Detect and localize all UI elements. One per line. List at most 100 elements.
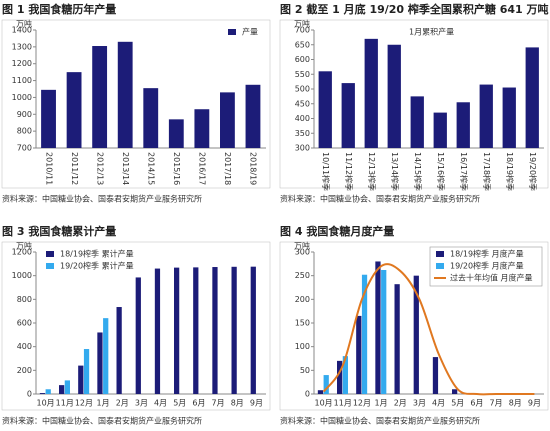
x-tick-label: 6月 — [470, 399, 483, 408]
bar — [342, 356, 348, 394]
x-tick-label: 11月 — [334, 399, 352, 408]
y-tick-label: 900 — [17, 110, 32, 119]
plot-frame — [1, 241, 271, 411]
x-tick-label: 10月 — [314, 399, 332, 408]
bar — [502, 87, 516, 148]
x-tick-label: 2015/16 — [172, 152, 181, 185]
bar — [143, 88, 159, 148]
x-tick-label: 2012/13 — [95, 152, 104, 185]
bar — [250, 266, 256, 394]
bar — [78, 365, 84, 394]
legend-label: 过去十年均值 月度产量 — [450, 273, 533, 283]
bar — [318, 71, 332, 148]
bar — [194, 109, 210, 148]
bar — [452, 389, 458, 394]
bar — [117, 41, 133, 148]
bar — [456, 102, 470, 148]
y-tick-label: 0 — [305, 390, 310, 399]
y-tick-label: 1000 — [12, 271, 32, 280]
bar — [97, 332, 103, 394]
unit-label: 万吨 — [294, 19, 310, 29]
y-tick-label: 450 — [295, 99, 310, 108]
bar — [135, 277, 141, 394]
bar — [168, 119, 184, 148]
y-tick-label: 1400 — [12, 26, 32, 35]
bar — [361, 274, 368, 394]
x-tick-label: 10月 — [36, 399, 54, 408]
bar — [433, 112, 447, 148]
figure-source: 资料来源：中国糖业协会、国泰君安期货产业服务研究所 — [280, 194, 480, 204]
bar — [387, 44, 401, 148]
legend-swatch — [436, 251, 444, 257]
bar — [174, 267, 180, 394]
unit-label: 万吨 — [16, 241, 32, 251]
x-tick-label: 2010/11 — [44, 152, 53, 185]
bar — [231, 266, 237, 394]
y-tick-label: 300 — [295, 248, 310, 257]
bar — [59, 385, 65, 394]
bar — [245, 84, 261, 148]
bar — [212, 267, 218, 394]
y-tick-label: 500 — [295, 85, 310, 94]
x-tick-label: 1月 — [375, 399, 388, 408]
figure-caption: 图 2 截至 1 月底 19/20 榨季全国累积产糖 641 万吨 — [280, 2, 549, 16]
y-tick-label: 100 — [295, 342, 310, 351]
y-tick-label: 1300 — [12, 42, 32, 51]
bar — [116, 307, 122, 394]
x-tick-label: 2月 — [394, 399, 407, 408]
y-tick-label: 700 — [295, 26, 310, 35]
legend-swatch — [46, 251, 54, 257]
x-tick-label: 4月 — [154, 399, 167, 408]
bar — [410, 96, 424, 148]
x-tick-label: 19/20榨季 — [528, 152, 538, 191]
unit-label: 万吨 — [16, 19, 32, 29]
y-tick-label: 0 — [27, 390, 32, 399]
y-tick-label: 50 — [300, 366, 310, 375]
bar — [45, 389, 51, 394]
figure-source: 资料来源：中国糖业协会、国泰君安期货产业服务研究所 — [280, 416, 480, 426]
y-tick-label: 1200 — [12, 248, 32, 257]
figure-source: 资料来源：中国糖业协会、国泰君安期货产业服务研究所 — [2, 416, 202, 426]
figure-caption: 图 3 我国食糖累计产量 — [2, 224, 116, 238]
y-tick-label: 250 — [295, 271, 310, 280]
bar — [394, 284, 400, 394]
y-tick-label: 600 — [17, 319, 32, 328]
x-tick-label: 16/17榨季 — [459, 152, 469, 191]
figure: 图 2 截至 1 月底 19/20 榨季全国累积产糖 641 万吨资料来源：中国… — [279, 2, 549, 204]
bar — [337, 360, 343, 394]
x-tick-label: 2018/19 — [249, 152, 258, 185]
x-tick-label: 1月 — [97, 399, 110, 408]
y-tick-label: 200 — [17, 366, 32, 375]
legend-swatch — [436, 263, 444, 269]
x-tick-label: 5月 — [451, 399, 464, 408]
figure-caption: 图 4 我国食糖月度产量 — [280, 224, 394, 238]
x-tick-label: 9月 — [528, 399, 541, 408]
plot-frame — [279, 241, 549, 411]
bar — [381, 269, 387, 394]
y-tick-label: 550 — [295, 70, 310, 79]
legend-label: 19/20榨季 累计产量 — [60, 261, 134, 271]
y-tick-label: 800 — [17, 295, 32, 304]
y-tick-label: 800 — [17, 127, 32, 136]
figure-caption: 图 1 我国食糖历年产量 — [2, 2, 116, 16]
x-tick-label: 17/18榨季 — [482, 152, 492, 191]
bar — [103, 318, 109, 394]
bar — [317, 390, 324, 394]
y-tick-label: 1000 — [12, 93, 32, 102]
x-tick-label: 3月 — [413, 399, 426, 408]
x-tick-label: 12月 — [353, 399, 371, 408]
bar — [41, 89, 56, 148]
x-tick-label: 2017/18 — [223, 152, 232, 185]
x-tick-label: 13/14榨季 — [390, 152, 400, 191]
x-tick-label: 3月 — [135, 399, 148, 408]
y-tick-label: 350 — [295, 129, 310, 138]
y-tick-label: 300 — [295, 144, 310, 153]
x-tick-label: 14/15榨季 — [413, 152, 423, 191]
x-tick-label: 2月 — [116, 399, 129, 408]
legend-label: 19/20榨季 月度产量 — [450, 261, 524, 271]
legend-label: 产量 — [242, 27, 258, 37]
x-tick-label: 8月 — [509, 399, 522, 408]
y-tick-label: 700 — [17, 144, 32, 153]
